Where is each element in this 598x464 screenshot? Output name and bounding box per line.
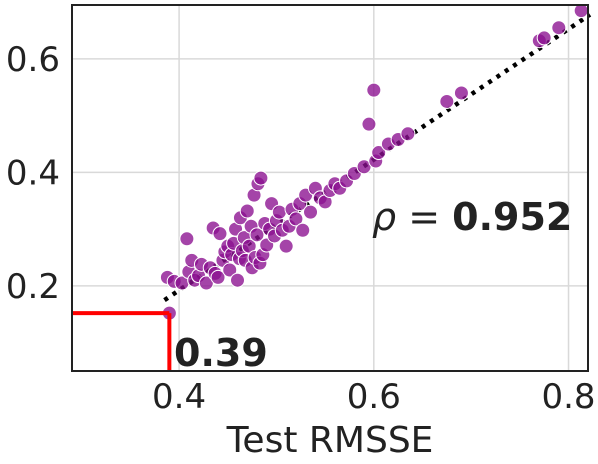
data-point xyxy=(371,145,387,161)
data-point xyxy=(288,211,304,227)
highlight-layer xyxy=(72,311,172,371)
data-point xyxy=(278,238,294,254)
data-point xyxy=(212,226,228,242)
rho-equals: = xyxy=(396,195,452,239)
y-tick-label: 0.6 xyxy=(6,40,60,80)
rho-value: 0.952 xyxy=(452,195,572,239)
y-tick-label: 0.4 xyxy=(6,153,60,193)
data-point xyxy=(361,116,377,132)
data-point xyxy=(400,126,416,142)
points-layer xyxy=(159,3,589,321)
data-point xyxy=(551,20,567,36)
grid-layer xyxy=(72,5,588,371)
data-point xyxy=(239,203,255,219)
threshold-annotation: 0.39 xyxy=(174,331,268,375)
tick-labels: 0.4 0.6 0.8 0.2 0.4 0.6 xyxy=(6,40,596,417)
x-tick-label: 0.6 xyxy=(347,377,401,417)
data-point xyxy=(253,170,269,186)
data-point xyxy=(366,82,382,98)
x-tick-label: 0.8 xyxy=(541,377,595,417)
data-point xyxy=(536,30,552,46)
data-point xyxy=(453,85,469,101)
x-tick-label: 0.4 xyxy=(152,377,206,417)
data-point xyxy=(303,204,319,220)
data-point xyxy=(210,269,226,285)
rho-annotation: ρ = 0.952 xyxy=(372,195,572,239)
x-axis-label: Test RMSSE xyxy=(226,420,434,461)
data-point xyxy=(230,272,246,288)
rho-symbol: ρ xyxy=(372,195,396,239)
data-point xyxy=(179,231,195,247)
y-tick-label: 0.2 xyxy=(6,267,60,307)
data-point xyxy=(295,222,311,238)
data-point xyxy=(439,93,455,109)
plot-frame xyxy=(71,4,589,372)
data-point xyxy=(222,262,238,278)
data-point xyxy=(271,204,287,220)
data-point xyxy=(249,227,265,243)
